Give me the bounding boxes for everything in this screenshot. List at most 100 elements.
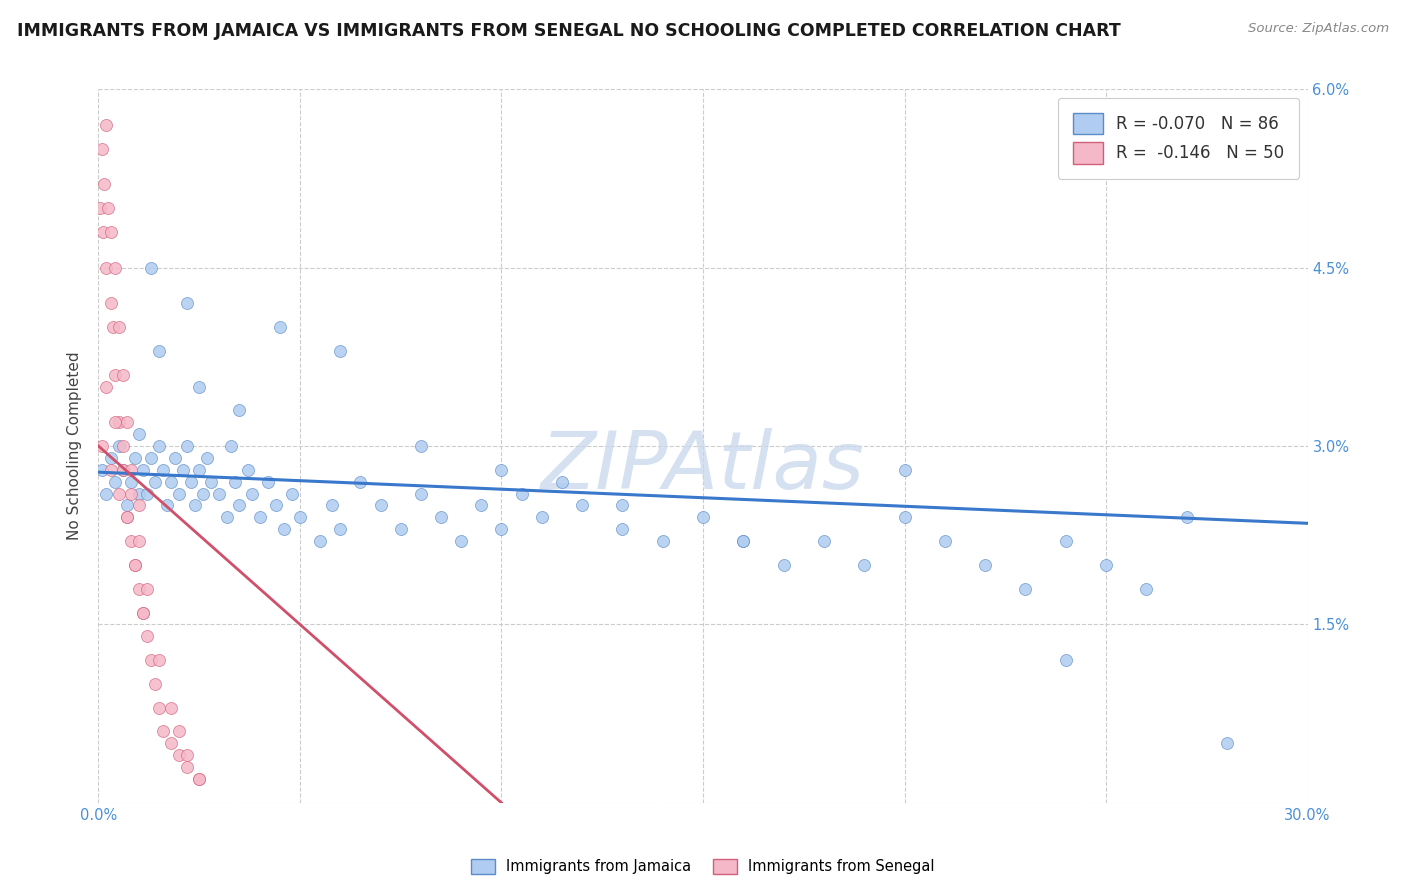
Point [692, 510, 714, 524]
Point [180, 475, 202, 489]
Point [228, 499, 250, 513]
Point [107, 320, 129, 334]
Point [96, 260, 118, 275]
Point [273, 522, 295, 536]
Point [101, 320, 124, 334]
Point [148, 700, 170, 714]
Point [491, 463, 513, 477]
Point [188, 772, 211, 786]
Point [813, 534, 835, 549]
Point [120, 534, 142, 549]
Point [135, 629, 157, 643]
Point [974, 558, 997, 572]
Point [135, 582, 157, 596]
Point [188, 379, 211, 393]
Point [115, 510, 138, 524]
Point [120, 463, 142, 477]
Point [91, 225, 114, 239]
Point [208, 486, 231, 500]
Point [107, 439, 129, 453]
Text: ZIPAtlas: ZIPAtlas [541, 428, 865, 507]
Point [733, 534, 755, 549]
Point [1054, 653, 1077, 667]
Point [111, 439, 134, 453]
Point [167, 724, 190, 739]
Point [329, 522, 352, 536]
Point [91, 463, 114, 477]
Point [1095, 558, 1118, 572]
Point [148, 343, 170, 358]
Point [1175, 510, 1198, 524]
Point [349, 475, 371, 489]
Point [772, 558, 794, 572]
Point [100, 296, 122, 310]
Point [156, 499, 179, 513]
Point [120, 486, 142, 500]
Point [128, 499, 150, 513]
Point [329, 343, 352, 358]
Point [152, 463, 174, 477]
Point [389, 522, 412, 536]
Point [172, 463, 194, 477]
Point [148, 439, 170, 453]
Point [1216, 736, 1239, 750]
Point [893, 463, 915, 477]
Y-axis label: No Schooling Completed: No Schooling Completed [67, 351, 83, 541]
Point [128, 486, 150, 500]
Point [510, 486, 533, 500]
Point [195, 450, 218, 465]
Point [96, 379, 118, 393]
Point [152, 724, 174, 739]
Point [612, 522, 634, 536]
Point [409, 439, 432, 453]
Point [132, 606, 155, 620]
Point [111, 463, 134, 477]
Point [1135, 582, 1157, 596]
Point [135, 486, 157, 500]
Point [143, 475, 166, 489]
Point [115, 415, 138, 429]
Point [184, 499, 207, 513]
Point [321, 499, 343, 513]
Legend: R = -0.070   N = 86, R =  -0.146   N = 50: R = -0.070 N = 86, R = -0.146 N = 50 [1057, 97, 1299, 178]
Point [103, 260, 125, 275]
Point [103, 415, 125, 429]
Point [934, 534, 956, 549]
Point [200, 475, 222, 489]
Point [115, 510, 138, 524]
Point [430, 510, 453, 524]
Point [107, 415, 129, 429]
Point [93, 178, 115, 192]
Point [100, 450, 122, 465]
Point [450, 534, 472, 549]
Point [176, 439, 198, 453]
Point [228, 403, 250, 417]
Point [188, 772, 211, 786]
Point [100, 463, 122, 477]
Point [107, 486, 129, 500]
Point [139, 653, 162, 667]
Point [221, 439, 243, 453]
Point [176, 760, 198, 774]
Point [111, 463, 134, 477]
Point [167, 486, 190, 500]
Point [571, 499, 593, 513]
Point [89, 201, 111, 215]
Point [733, 534, 755, 549]
Point [97, 201, 120, 215]
Point [188, 463, 211, 477]
Point [409, 486, 432, 500]
Point [612, 499, 634, 513]
Point [128, 427, 150, 442]
Point [249, 510, 271, 524]
Point [224, 475, 246, 489]
Point [176, 296, 198, 310]
Point [148, 653, 170, 667]
Point [91, 142, 114, 156]
Point [120, 475, 142, 489]
Point [124, 558, 146, 572]
Point [132, 463, 155, 477]
Point [256, 475, 278, 489]
Text: Source: ZipAtlas.com: Source: ZipAtlas.com [1249, 22, 1389, 36]
Point [96, 118, 118, 132]
